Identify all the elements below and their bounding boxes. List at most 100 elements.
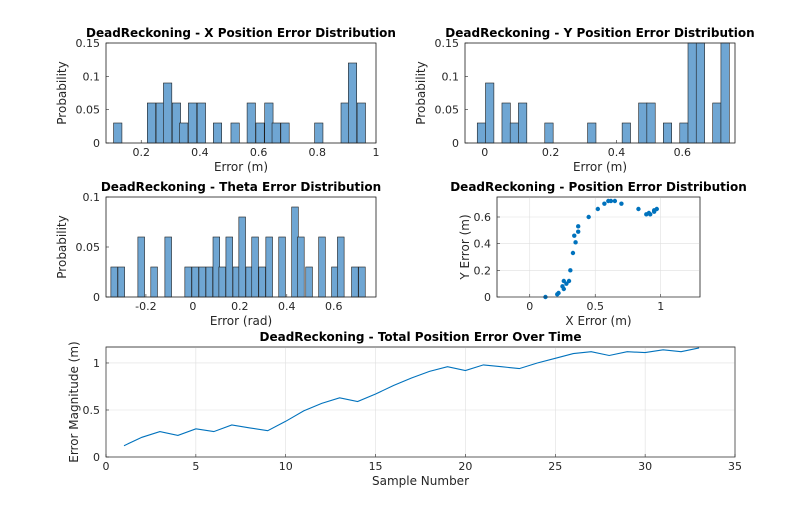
histogram-bar <box>251 236 259 298</box>
y-tick-label: 0.4 <box>474 238 492 251</box>
scatter-point <box>572 233 577 238</box>
scatter-point <box>576 229 581 234</box>
y-tick-label: 0 <box>93 137 100 150</box>
scatter-point <box>556 290 561 296</box>
scatter-point <box>568 268 573 273</box>
scatter-point <box>595 206 601 212</box>
x-tick-label: 20 <box>458 460 472 473</box>
axes-frame <box>464 42 736 144</box>
histogram-bar <box>164 236 172 298</box>
y-tick-label: 0.05 <box>435 104 460 117</box>
histogram-bar <box>720 42 730 144</box>
x-tick-label: 0.2 <box>542 146 560 159</box>
series-line <box>123 347 700 447</box>
axes-frame <box>496 196 701 298</box>
x-tick-label: 0.6 <box>674 146 692 159</box>
y-axis-label: Probability <box>55 215 69 278</box>
scatter-point <box>560 284 565 289</box>
histogram-bar <box>305 266 313 298</box>
histogram-bar <box>280 122 290 144</box>
scatter-point <box>586 214 591 220</box>
histogram-bar <box>348 62 358 144</box>
x-tick-label: 10 <box>279 460 293 473</box>
y-tick-label: 0.15 <box>435 37 460 50</box>
x-axis-label: X Error (m) <box>565 314 631 328</box>
y-tick-label: 0.1 <box>442 70 460 83</box>
y-tick-label: 0.5 <box>83 404 101 417</box>
x-tick-label: 0.4 <box>278 300 296 313</box>
histogram-bar <box>646 102 656 144</box>
histogram-bar <box>358 266 366 298</box>
histogram-bar <box>544 122 554 144</box>
histogram-bar <box>188 102 198 144</box>
histogram-bar <box>638 102 648 144</box>
y-axis-label: Probability <box>55 61 69 124</box>
y-axis-label: Y Error (m) <box>458 214 472 280</box>
scatter-point <box>636 206 641 212</box>
histogram-bar <box>205 266 213 298</box>
x-tick-label: 25 <box>548 460 562 473</box>
x-axis-label: Sample Number <box>372 474 469 488</box>
x-tick-label: 1 <box>657 300 664 313</box>
axes-box <box>105 42 377 144</box>
histogram-bar <box>147 102 156 144</box>
scatter-point <box>648 212 653 217</box>
axes-frame <box>105 196 377 298</box>
x-tick-label: 30 <box>638 460 652 473</box>
x-tick-label: 0.6 <box>325 300 343 313</box>
histogram-bar <box>679 122 689 144</box>
histogram-bar <box>351 266 359 298</box>
y-tick-label: 0 <box>93 451 100 464</box>
x-tick-label: 0 <box>526 300 533 313</box>
histogram-bar <box>337 236 345 298</box>
y-tick-label: 0 <box>484 291 491 304</box>
chart-total-err: 0 5 10 15 20 25 30 35 0 0.5 1 DeadReckoning - Total… <box>67 330 742 488</box>
histogram-bar <box>663 122 672 144</box>
histogram-bar <box>179 122 189 144</box>
x-tick-label: 15 <box>369 460 383 473</box>
histogram-bar <box>213 122 223 144</box>
histogram-bar <box>712 102 722 144</box>
histogram-bar <box>297 236 305 298</box>
histogram-bar <box>587 122 597 144</box>
histogram-bar <box>198 266 206 298</box>
histogram-bar <box>113 122 123 144</box>
y-axis-label: Error Magnitude (m) <box>67 341 81 463</box>
y-tick-label: 0.6 <box>474 211 492 224</box>
histogram-bar <box>318 236 326 298</box>
histogram-bar <box>621 122 631 144</box>
x-tick-label: 1 <box>373 146 380 159</box>
histogram-bar <box>110 266 118 298</box>
histogram-bar <box>196 102 206 144</box>
scatter-point <box>602 201 607 206</box>
scatter-point <box>570 250 576 256</box>
histogram-bar <box>191 266 199 298</box>
scatter-point <box>608 198 614 204</box>
x-axis-label: Error (m) <box>214 160 268 174</box>
x-tick-label: 0.8 <box>309 146 327 159</box>
scatter-point <box>573 240 578 245</box>
histogram-bar <box>238 216 246 298</box>
y-tick-label: 0.05 <box>76 104 101 117</box>
x-tick-label: 0 <box>189 300 196 313</box>
histogram-bar <box>271 122 281 144</box>
y-tick-label: 0.2 <box>474 264 492 277</box>
histogram-bar <box>184 266 192 298</box>
y-tick-label: 0.1 <box>83 70 101 83</box>
histogram-bar <box>150 266 158 298</box>
y-tick-label: 0.05 <box>76 241 101 254</box>
y-tick-label: 0.15 <box>76 37 101 50</box>
histogram-bar <box>518 102 528 144</box>
histogram-bar <box>509 122 519 144</box>
x-tick-label: 0.6 <box>250 146 268 159</box>
x-tick-label: 0.2 <box>132 146 150 159</box>
histogram-bar <box>265 236 273 298</box>
scatter-point <box>561 278 566 284</box>
histogram-bar <box>246 102 256 144</box>
scatter-point <box>612 198 618 204</box>
chart-pos-err: 0 0.5 1 0 0.2 0.4 0.6 DeadReckoning - Position … <box>450 180 747 328</box>
histogram-bar <box>258 266 266 298</box>
